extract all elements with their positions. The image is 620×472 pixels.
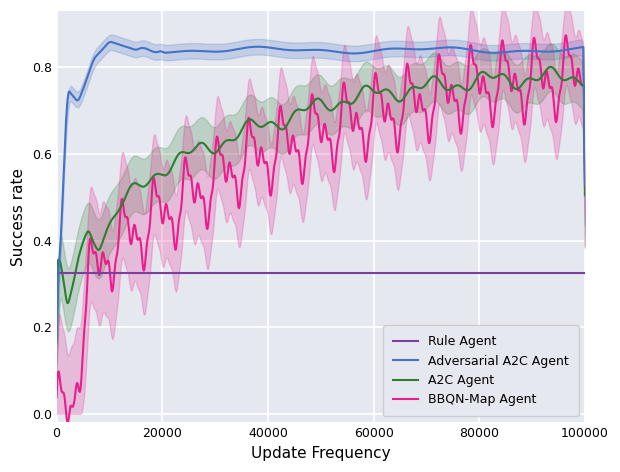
Adversarial A2C Agent [53, 339, 60, 345]
Adversarial A2C Agent [107, 39, 114, 45]
A2C Agent [547, 64, 554, 70]
A2C Agent [53, 335, 60, 340]
A2C Agent [415, 85, 423, 91]
Rule Agent [581, 270, 588, 276]
BBQN-Map Agent [466, 54, 473, 60]
A2C Agent [474, 73, 482, 78]
Rule Agent [107, 270, 114, 276]
Rule Agent [286, 270, 293, 276]
A2C Agent [465, 87, 472, 93]
Line: A2C Agent: A2C Agent [56, 67, 585, 337]
Adversarial A2C Agent [466, 47, 473, 52]
BBQN-Map Agent [416, 92, 423, 97]
Adversarial A2C Agent [475, 49, 482, 54]
BBQN-Map Agent [581, 168, 588, 174]
Line: BBQN-Map Agent: BBQN-Map Agent [56, 35, 585, 423]
BBQN-Map Agent [562, 33, 570, 38]
Rule Agent [53, 270, 60, 276]
Adversarial A2C Agent [416, 47, 423, 52]
Rule Agent [474, 270, 482, 276]
Adversarial A2C Agent [581, 182, 588, 187]
BBQN-Map Agent [286, 151, 293, 157]
BBQN-Map Agent [53, 394, 60, 400]
Rule Agent [267, 270, 274, 276]
X-axis label: Update Frequency: Update Frequency [251, 446, 391, 461]
A2C Agent [581, 193, 588, 198]
Rule Agent [465, 270, 472, 276]
Y-axis label: Success rate: Success rate [11, 168, 26, 266]
Line: Adversarial A2C Agent: Adversarial A2C Agent [56, 42, 585, 342]
Legend: Rule Agent, Adversarial A2C Agent, A2C Agent, BBQN-Map Agent: Rule Agent, Adversarial A2C Agent, A2C A… [383, 326, 578, 416]
Adversarial A2C Agent [107, 39, 115, 45]
A2C Agent [286, 118, 293, 124]
A2C Agent [107, 219, 114, 225]
Adversarial A2C Agent [267, 45, 275, 51]
BBQN-Map Agent [267, 193, 275, 199]
BBQN-Map Agent [64, 420, 71, 426]
A2C Agent [267, 119, 274, 125]
BBQN-Map Agent [475, 85, 482, 91]
Rule Agent [415, 270, 423, 276]
Adversarial A2C Agent [286, 47, 293, 53]
BBQN-Map Agent [107, 283, 115, 288]
